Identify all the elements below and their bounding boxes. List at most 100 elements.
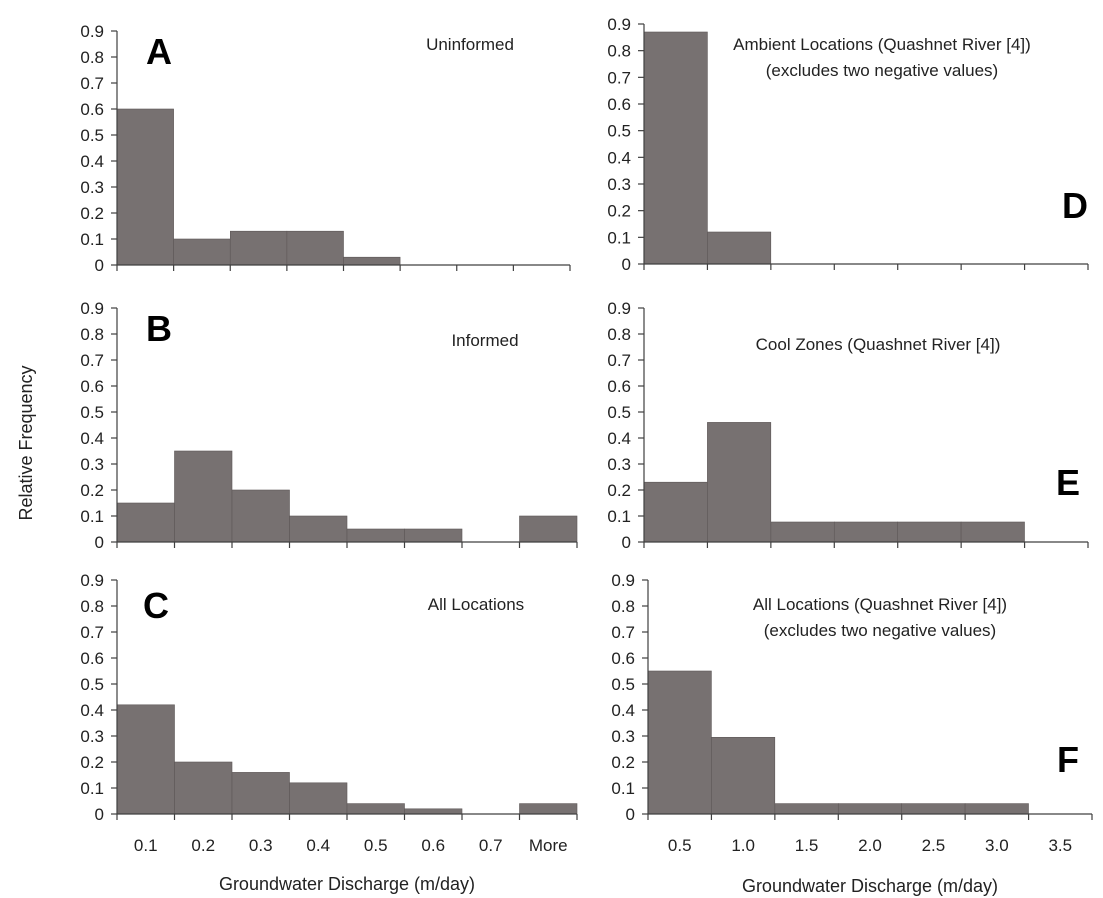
y-tick-label-d-2: 0.2 <box>607 202 631 221</box>
bar-b-2 <box>231 489 290 543</box>
y-tick-label-c-3: 0.3 <box>80 727 104 746</box>
panel-c: 0 0.1 0.2 0.3 0.4 0.5 0.6 0.7 0.8 0.9 0.1 0.2 0.3 0.4… <box>80 571 578 894</box>
x-tick-label-f-1: 1.0 <box>731 836 755 855</box>
x-tick-label-f-3: 2.0 <box>858 836 882 855</box>
y-tick-label-a-1: 0.1 <box>80 230 104 249</box>
bar-b-3 <box>289 515 348 543</box>
bar-a-1 <box>173 238 231 266</box>
bar-b-1 <box>174 450 233 543</box>
bar-a-0 <box>116 108 174 266</box>
y-tick-label-c-5: 0.5 <box>80 675 104 694</box>
bar-e-5 <box>960 521 1025 543</box>
y-tick-label-a-6: 0.6 <box>80 100 104 119</box>
panel-d: 0 0.1 0.2 0.3 0.4 0.5 0.6 0.7 0.8 0.9 Ambient Loca… <box>607 15 1089 274</box>
y-tick-label-b-9: 0.9 <box>80 299 104 318</box>
bar-c-5 <box>404 808 463 815</box>
bar-c-1 <box>174 761 233 815</box>
y-tick-label-e-7: 0.7 <box>607 351 631 370</box>
bar-a-3 <box>286 230 344 266</box>
y-tick-label-b-6: 0.6 <box>80 377 104 396</box>
y-tick-label-b-7: 0.7 <box>80 351 104 370</box>
y-tick-label-c-6: 0.6 <box>80 649 104 668</box>
y-tick-label-f-5: 0.5 <box>611 675 635 694</box>
y-tick-label-a-3: 0.3 <box>80 178 104 197</box>
y-tick-label-b-2: 0.2 <box>80 481 104 500</box>
y-tick-label-c-0: 0 <box>95 805 104 824</box>
panel-f: 0 0.1 0.2 0.3 0.4 0.5 0.6 0.7 0.8 0.9 0.5 1.0 1.5 2.0… <box>611 571 1093 896</box>
bar-c-0 <box>116 704 175 815</box>
y-tick-label-e-2: 0.2 <box>607 481 631 500</box>
y-tick-label-d-5: 0.5 <box>607 122 631 141</box>
x-tick-label-f-6: 3.5 <box>1048 836 1072 855</box>
x-tick-label-f-2: 1.5 <box>795 836 819 855</box>
bar-e-2 <box>770 521 835 543</box>
x-tick-label-c-7: More <box>529 836 568 855</box>
panel-title-c-line-0: All Locations <box>428 595 524 614</box>
panel-b: 0 0.1 0.2 0.3 0.4 0.5 0.6 0.7 0.8 0.9 Informed B <box>80 299 578 552</box>
x-tick-label-f-0: 0.5 <box>668 836 692 855</box>
panel-letter-e: E <box>1056 462 1080 503</box>
y-tick-label-b-1: 0.1 <box>80 507 104 526</box>
y-tick-label-a-2: 0.2 <box>80 204 104 223</box>
bar-e-4 <box>897 521 962 543</box>
panel-title-f-line-0: All Locations (Quashnet River [4]) <box>753 595 1007 614</box>
panels-group: 00.10.20.30.40.50.60.70.80.9UninformedA0… <box>80 15 1093 896</box>
bar-b-0 <box>116 502 175 543</box>
y-tick-label-c-8: 0.8 <box>80 597 104 616</box>
y-tick-label-d-1: 0.1 <box>607 228 631 247</box>
panel-a: 0 0.1 0.2 0.3 0.4 0.5 0.6 0.7 0.8 0.9 Uninformed A <box>80 22 571 275</box>
bar-a-4 <box>343 256 401 266</box>
x-tick-label-c-2: 0.3 <box>249 836 273 855</box>
x-tick-label-f-5: 3.0 <box>985 836 1009 855</box>
panel-title-d-line-0: Ambient Locations (Quashnet River [4]) <box>733 35 1031 54</box>
panel-title-e-line-0: Cool Zones (Quashnet River [4]) <box>756 335 1001 354</box>
x-tick-label-c-3: 0.4 <box>306 836 330 855</box>
x-tick-label-c-6: 0.7 <box>479 836 503 855</box>
bar-b-5 <box>404 528 463 543</box>
y-tick-label-d-0: 0 <box>622 255 631 274</box>
y-tick-label-c-9: 0.9 <box>80 571 104 590</box>
y-tick-label-f-1: 0.1 <box>611 779 635 798</box>
y-tick-label-e-4: 0.4 <box>607 429 631 448</box>
y-tick-label-b-8: 0.8 <box>80 325 104 344</box>
panel-letter-a: A <box>146 31 172 72</box>
panel-letter-f: F <box>1057 739 1079 780</box>
y-tick-label-d-7: 0.7 <box>607 68 631 87</box>
y-axis-title: Relative Frequency <box>16 365 36 520</box>
y-tick-label-a-4: 0.4 <box>80 152 104 171</box>
y-tick-label-a-9: 0.9 <box>80 22 104 41</box>
x-tick-label-c-0: 0.1 <box>134 836 158 855</box>
x-tick-label-c-4: 0.5 <box>364 836 388 855</box>
bar-e-0 <box>643 481 708 543</box>
y-tick-label-a-5: 0.5 <box>80 126 104 145</box>
bar-f-3 <box>837 803 902 815</box>
bar-d-1 <box>707 231 772 265</box>
y-tick-label-a-0: 0 <box>95 256 104 275</box>
y-tick-label-f-9: 0.9 <box>611 571 635 590</box>
y-tick-label-c-1: 0.1 <box>80 779 104 798</box>
x-tick-label-c-1: 0.2 <box>191 836 215 855</box>
bar-b-4 <box>346 528 405 543</box>
x-axis-title-f: Groundwater Discharge (m/day) <box>742 876 998 896</box>
y-tick-label-f-4: 0.4 <box>611 701 635 720</box>
y-tick-label-d-3: 0.3 <box>607 175 631 194</box>
y-tick-label-c-4: 0.4 <box>80 701 104 720</box>
x-axis-title-c: Groundwater Discharge (m/day) <box>219 874 475 894</box>
bar-d-0 <box>643 31 708 265</box>
y-tick-label-f-6: 0.6 <box>611 649 635 668</box>
bar-e-1 <box>707 422 772 543</box>
panel-letter-b: B <box>146 308 172 349</box>
y-tick-label-c-7: 0.7 <box>80 623 104 642</box>
bar-e-3 <box>833 521 898 543</box>
y-tick-label-f-8: 0.8 <box>611 597 635 616</box>
y-tick-label-f-2: 0.2 <box>611 753 635 772</box>
x-tick-label-c-5: 0.6 <box>421 836 445 855</box>
panel-title-b-line-0: Informed <box>451 331 518 350</box>
y-tick-label-e-9: 0.9 <box>607 299 631 318</box>
y-tick-label-e-3: 0.3 <box>607 455 631 474</box>
bar-b-7 <box>519 515 578 543</box>
y-tick-label-c-2: 0.2 <box>80 753 104 772</box>
bar-a-2 <box>230 230 288 266</box>
bar-c-4 <box>346 803 405 815</box>
